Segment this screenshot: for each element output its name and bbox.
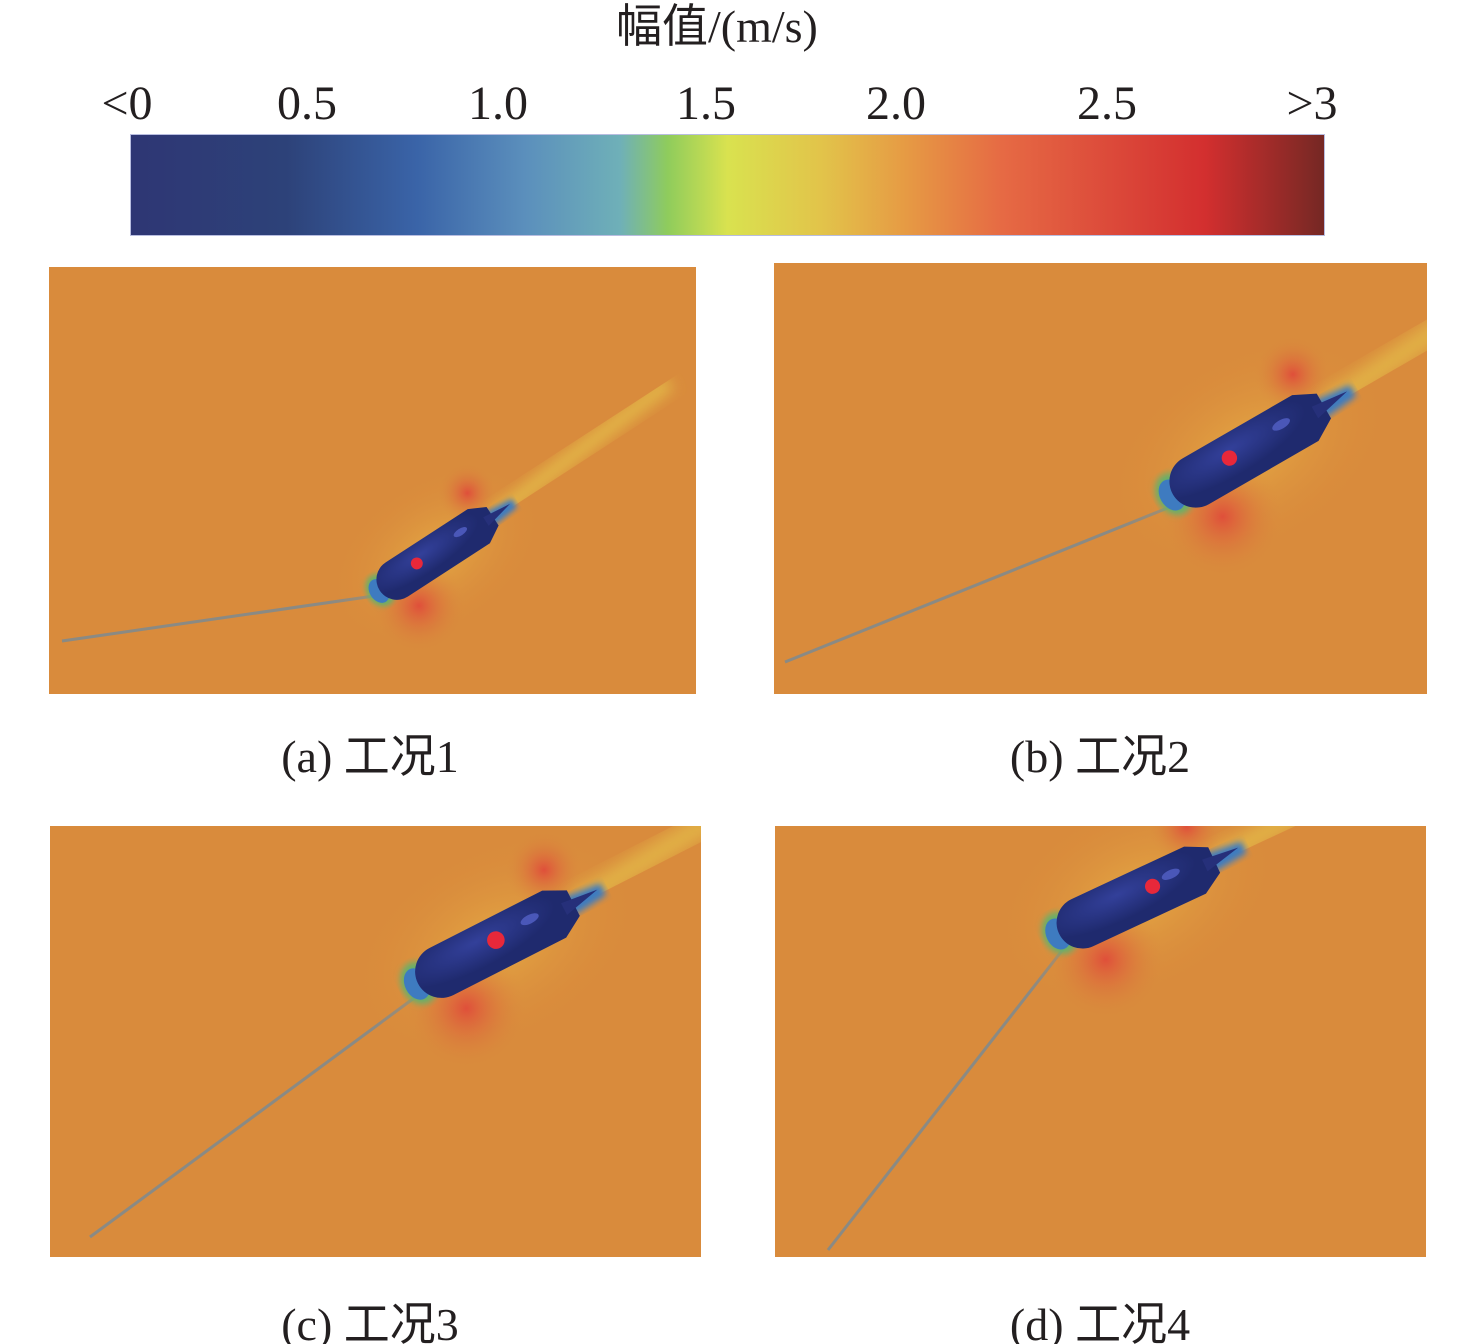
underwater-vehicle bbox=[958, 826, 1426, 1054]
center-marker bbox=[1221, 450, 1238, 466]
tether-cable bbox=[826, 942, 1070, 1251]
colorbar-tick: 2.5 bbox=[1077, 77, 1137, 130]
colorbar-title: 幅值/(m/s) bbox=[616, 1, 818, 52]
colorbar bbox=[130, 134, 1325, 236]
tether-cable bbox=[89, 988, 426, 1239]
underwater-vehicle bbox=[295, 332, 696, 686]
tether-cable bbox=[784, 501, 1181, 664]
contour-panel-d bbox=[775, 826, 1426, 1257]
colorbar-tick: 0.5 bbox=[277, 77, 337, 130]
caption-c: (c) 工况3 bbox=[281, 1299, 459, 1344]
contour-panel-c bbox=[50, 826, 701, 1257]
tether-cable bbox=[61, 593, 382, 643]
underwater-vehicle bbox=[313, 826, 701, 1107]
colorbar-tick: 1.5 bbox=[676, 77, 736, 130]
underwater-vehicle bbox=[1065, 263, 1427, 618]
caption-a: (a) 工况1 bbox=[281, 731, 459, 782]
colorbar-tick: 1.0 bbox=[468, 77, 528, 130]
colorbar-tick: >3 bbox=[1286, 77, 1338, 130]
contour-panel-b bbox=[774, 263, 1427, 694]
colorbar-tick: 2.0 bbox=[866, 77, 926, 130]
center-marker bbox=[410, 557, 423, 570]
caption-d: (d) 工况4 bbox=[1009, 1299, 1191, 1344]
colorbar-tick: <0 bbox=[101, 77, 153, 130]
contour-panel-a bbox=[49, 267, 696, 694]
center-marker bbox=[487, 931, 505, 949]
center-marker bbox=[1144, 878, 1161, 894]
caption-b: (b) 工况2 bbox=[1009, 731, 1191, 782]
